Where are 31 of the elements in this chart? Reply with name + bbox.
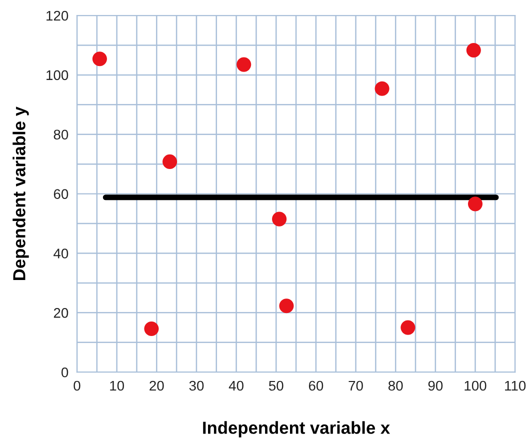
y-tick-label: 20 <box>54 308 68 318</box>
x-axis-title: Independent variable x <box>203 421 390 438</box>
y-tick-label: 100 <box>46 70 68 80</box>
point <box>236 57 252 72</box>
x-tick-label: 50 <box>268 380 284 391</box>
point <box>466 42 481 58</box>
x-tick-label: 110 <box>505 380 526 391</box>
y-tick-label: 60 <box>54 189 68 199</box>
x-tick-label: 70 <box>348 380 363 391</box>
point <box>92 52 107 66</box>
y-axis-title: Dependent variable y <box>12 106 29 280</box>
point <box>272 212 287 226</box>
x-tick-label: 0 <box>74 380 80 391</box>
x-tick-label: 10 <box>110 380 124 391</box>
y-tick-label: 120 <box>46 10 68 21</box>
x-tick-label: 90 <box>428 380 443 391</box>
point <box>400 320 416 335</box>
point <box>144 321 159 336</box>
point <box>374 81 390 96</box>
y-tick-label: 0 <box>61 367 68 378</box>
point <box>279 298 294 314</box>
point <box>468 196 483 212</box>
x-tick-label: 40 <box>228 380 244 391</box>
x-tick-label: 20 <box>150 380 164 391</box>
x-tick-label: 60 <box>308 380 324 391</box>
point <box>162 154 178 169</box>
y-tick-label: 80 <box>54 130 68 140</box>
x-tick-label: 30 <box>189 380 204 391</box>
x-tick-label: 80 <box>388 380 403 391</box>
x-tick-label: 100 <box>464 380 486 391</box>
y-tick-label: 40 <box>54 248 68 258</box>
